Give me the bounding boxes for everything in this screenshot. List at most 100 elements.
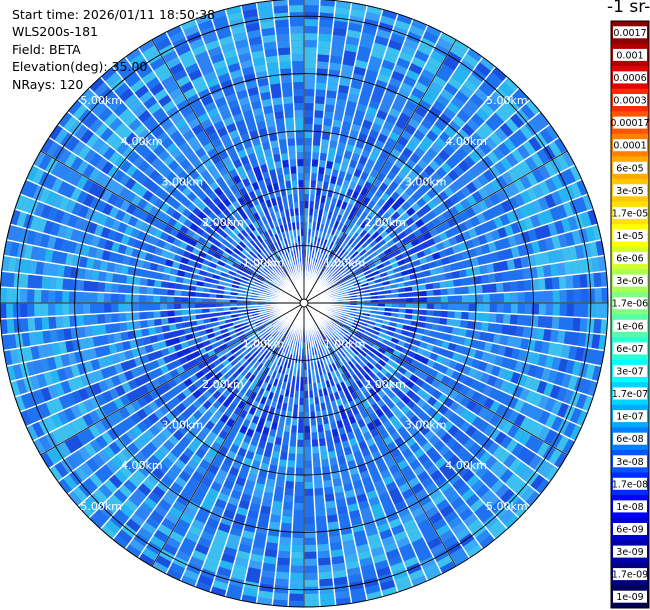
range-bin-cell: [304, 215, 309, 223]
range-bin-cell: [378, 103, 391, 114]
range-bin-cell: [561, 246, 571, 262]
range-bin-cell: [333, 112, 345, 122]
range-bin-cell: [359, 229, 368, 238]
range-bin-cell: [563, 184, 576, 202]
range-bin-cell: [322, 118, 334, 127]
range-bin-cell: [504, 97, 521, 113]
range-bin-cell: [315, 82, 328, 91]
range-bin-cell: [357, 45, 373, 56]
range-bin-cell: [355, 139, 366, 149]
range-bin-cell: [346, 136, 358, 147]
range-bin-cell: [350, 240, 359, 248]
range-bin-cell: [544, 236, 555, 252]
range-bin-cell: [332, 119, 343, 128]
range-bin-cell: [372, 86, 386, 97]
range-bin-cell: [405, 141, 418, 153]
range-bin-cell: [560, 217, 572, 234]
range-bin-cell: [355, 103, 368, 113]
range-bin-cell: [454, 64, 471, 79]
range-bin-cell: [499, 156, 513, 172]
range-bin-cell: [442, 173, 454, 186]
range-bin-cell: [588, 241, 599, 258]
range-bin-cell: [334, 229, 341, 238]
range-bin-cell: [385, 46, 401, 58]
range-bin-cell: [363, 112, 376, 123]
range-bin-cell: [400, 129, 413, 142]
range-bin-cell: [478, 82, 494, 98]
range-bin-cell: [381, 202, 391, 212]
range-bin-cell: [537, 238, 548, 253]
range-bin-cell: [348, 220, 356, 230]
range-bin-cell: [304, 33, 319, 41]
range-bin-cell: [549, 206, 561, 222]
range-bin-cell: [360, 262, 369, 270]
range-bin-cell: [332, 252, 340, 261]
range-bin-cell: [350, 205, 359, 215]
range-bin-cell: [554, 248, 564, 263]
range-bin-cell: [420, 117, 434, 130]
range-bin-cell: [455, 146, 469, 160]
range-bin-cell: [408, 62, 424, 75]
range-bin-cell: [391, 124, 404, 136]
range-bin-cell: [425, 147, 438, 160]
range-bin-cell: [548, 140, 563, 158]
range-bin-cell: [321, 270, 327, 278]
range-bin-cell: [482, 169, 496, 183]
range-bin-cell: [533, 252, 543, 267]
range-bin-cell: [477, 186, 490, 200]
range-bin-cell: [343, 262, 351, 270]
range-bin-cell: [365, 272, 374, 279]
range-bin-cell: [336, 91, 349, 101]
range-bin-cell: [568, 245, 578, 261]
range-bin-cell: [381, 221, 391, 231]
range-bin-cell: [319, 152, 328, 161]
range-bin-cell: [345, 265, 353, 272]
range-bin-cell: [490, 112, 505, 127]
range-bin-cell: [329, 280, 337, 286]
range-bin-cell: [509, 113, 525, 129]
range-bin-cell: [488, 205, 500, 219]
range-bin-cell: [483, 253, 493, 265]
range-bin-cell: [364, 69, 379, 80]
range-bin-cell: [460, 249, 471, 261]
range-bin-cell: [325, 274, 332, 281]
range-bin-cell: [324, 167, 333, 176]
range-bin-cell: [400, 44, 417, 57]
range-bin-cell: [432, 281, 441, 290]
range-bin-cell: [506, 258, 516, 271]
range-bin-cell: [528, 136, 543, 153]
range-bin-cell: [393, 64, 409, 76]
range-bin-cell: [370, 92, 384, 104]
range-bin-cell: [475, 126, 489, 142]
range-bin-cell: [358, 38, 374, 49]
range-bin-cell: [355, 217, 364, 227]
range-bin-cell: [323, 263, 330, 271]
range-bin-cell: [574, 213, 586, 230]
range-bin-cell: [340, 64, 355, 74]
range-bin-cell: [425, 87, 440, 100]
range-bin-cell: [383, 90, 397, 102]
range-bin-cell: [330, 268, 337, 276]
range-bin-cell: [353, 242, 362, 251]
range-bin-cell: [386, 216, 396, 226]
range-bin-cell: [512, 207, 524, 222]
range-bin-cell: [475, 159, 489, 174]
range-bin-cell: [475, 61, 492, 77]
range-bin-cell: [328, 278, 336, 285]
range-bin-cell: [341, 271, 349, 278]
range-bin-cell: [318, 252, 323, 261]
range-bin-cell: [373, 35, 390, 47]
range-bin-cell: [333, 220, 340, 229]
range-bin-cell: [466, 48, 483, 62]
range-bin-cell: [331, 243, 338, 251]
range-bin-cell: [331, 260, 338, 268]
range-bin-cell: [471, 203, 483, 216]
range-bin-cell: [345, 36, 361, 46]
range-bin-cell: [485, 117, 500, 132]
range-bin-cell: [346, 29, 362, 39]
range-bin-cell: [375, 28, 392, 40]
range-bin-cell: [537, 164, 551, 181]
range-bin-cell: [408, 24, 426, 38]
range-bin-cell: [450, 95, 466, 110]
